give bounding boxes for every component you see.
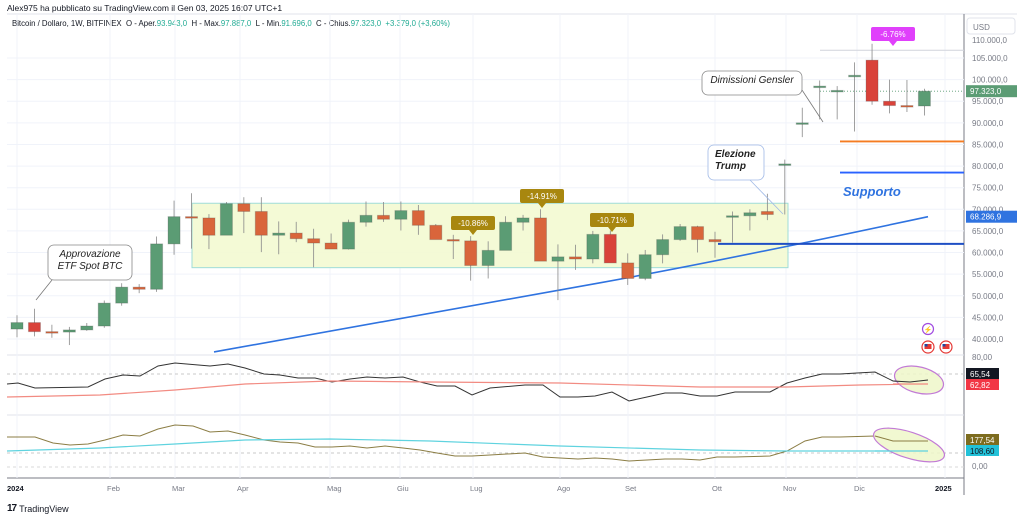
svg-text:Trump: Trump (715, 161, 746, 172)
price-axis[interactable]: USD 110.000,0 105.000,0 100.000,0 95.000,0 90… (966, 17, 1017, 471)
drop-label-3[interactable]: -10.71% (590, 213, 634, 232)
svg-text:62,82: 62,82 (970, 381, 991, 390)
svg-text:65,54: 65,54 (970, 370, 991, 379)
tradingview-logo-icon: 17 (7, 503, 17, 514)
svg-text:Giu: Giu (397, 484, 409, 493)
close-value: 97.323,0 (350, 19, 382, 28)
svg-text:80.000,0: 80.000,0 (972, 162, 1004, 171)
grid (7, 14, 964, 478)
svg-text:97.323,0: 97.323,0 (970, 87, 1002, 96)
svg-text:75.000,0: 75.000,0 (972, 184, 1004, 193)
svg-text:45.000,0: 45.000,0 (972, 313, 1004, 322)
footer: 17 TradingView (7, 503, 69, 514)
svg-text:⚡: ⚡ (924, 325, 933, 334)
svg-text:Nov: Nov (783, 484, 797, 493)
svg-text:Dimissioni Gensler: Dimissioni Gensler (710, 75, 794, 86)
event-icons[interactable]: ⚡ (921, 322, 953, 354)
svg-text:Mar: Mar (172, 484, 185, 493)
svg-text:ETF Spot BTC: ETF Spot BTC (58, 261, 124, 272)
svg-text:90.000,0: 90.000,0 (972, 119, 1004, 128)
open-label: O - Aper. (125, 19, 157, 28)
svg-text:80,00: 80,00 (972, 353, 993, 362)
symbol-name: Bitcoin / Dollaro, 1W, BITFINEX (12, 19, 122, 28)
svg-text:Mag: Mag (327, 484, 342, 493)
svg-text:85.000,0: 85.000,0 (972, 140, 1004, 149)
close-label: C - Chius. (316, 19, 351, 28)
svg-text:-14.91%: -14.91% (527, 192, 557, 201)
time-axis[interactable]: 2024 Feb Mar Apr Mag Giu Lug Ago Set Ott Nov Dic 202… (7, 484, 952, 493)
drop-label-1[interactable]: -10.86% (451, 216, 495, 235)
overlay-lines (213, 49, 964, 353)
symbol-legend: Bitcoin / Dollaro, 1W, BITFINEX O - Aper… (12, 19, 450, 28)
svg-text:USD: USD (973, 23, 990, 32)
svg-text:60.000,0: 60.000,0 (972, 249, 1004, 258)
svg-text:Set: Set (625, 484, 637, 493)
high-value: 97.887,0 (220, 19, 252, 28)
svg-text:Lug: Lug (470, 484, 483, 493)
svg-text:55.000,0: 55.000,0 (972, 270, 1004, 279)
svg-text:100.000,0: 100.000,0 (972, 76, 1008, 85)
svg-text:68.286,9: 68.286,9 (970, 213, 1002, 222)
low-label: L - Min. (255, 19, 282, 28)
svg-text:Ott: Ott (712, 484, 723, 493)
svg-text:110.000,0: 110.000,0 (972, 36, 1008, 45)
svg-text:Elezione: Elezione (715, 149, 756, 160)
high-label: H - Max. (191, 19, 221, 28)
svg-text:-6.76%: -6.76% (880, 30, 905, 39)
drop-label-2[interactable]: -14.91% (520, 189, 564, 208)
svg-text:65.000,0: 65.000,0 (972, 227, 1004, 236)
svg-text:Ago: Ago (557, 484, 570, 493)
drop-label-4[interactable]: -6.76% (871, 27, 915, 46)
change-value: +3.379,0 (+3,60%) (385, 19, 451, 28)
svg-text:Dic: Dic (854, 484, 865, 493)
low-value: 91.696,0 (281, 19, 312, 28)
svg-text:95.000,0: 95.000,0 (972, 97, 1004, 106)
svg-text:105.000,0: 105.000,0 (972, 54, 1008, 63)
indicator-subpanels (6, 362, 964, 468)
support-label: Supporto (843, 184, 901, 199)
svg-text:2024: 2024 (7, 484, 25, 493)
svg-text:50.000,0: 50.000,0 (972, 292, 1004, 301)
open-value: 93.943,0 (156, 19, 188, 28)
svg-text:177,54: 177,54 (970, 436, 995, 445)
published-by-line: Alex975 ha pubblicato su TradingView.com… (7, 3, 283, 13)
brand-name: TradingView (19, 503, 69, 514)
annotation-gensler-resignation[interactable]: Dimissioni Gensler (701, 70, 824, 123)
svg-text:-10.86%: -10.86% (458, 219, 488, 228)
svg-text:40.000,0: 40.000,0 (972, 335, 1004, 344)
svg-text:-10.71%: -10.71% (597, 216, 627, 225)
svg-text:70.000,0: 70.000,0 (972, 205, 1004, 214)
svg-text:108,60: 108,60 (970, 447, 995, 456)
svg-text:Feb: Feb (107, 484, 120, 493)
candlesticks (10, 43, 931, 346)
svg-text:Approvazione: Approvazione (58, 249, 121, 260)
svg-text:Apr: Apr (237, 484, 249, 493)
svg-text:2025: 2025 (935, 484, 952, 493)
svg-text:0,00: 0,00 (972, 462, 988, 471)
